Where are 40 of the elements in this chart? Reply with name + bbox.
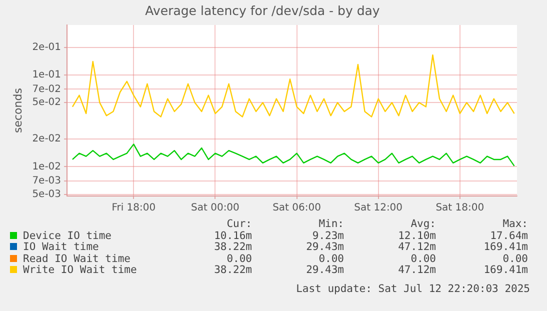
chart-title: Average latency for /dev/sda - by day (145, 2, 380, 18)
text: Min: (318, 218, 344, 230)
y-tick-label: 5e-02 (32, 97, 62, 108)
x-tick-label: Sat 12:00 (354, 202, 403, 214)
text: 169.41m (482, 264, 528, 276)
legend-label: Read IO Wait time (22, 252, 132, 265)
text: 38.22m (213, 241, 252, 254)
text: Avg: (410, 218, 436, 230)
x-tick-label: Sat 06:00 (272, 202, 321, 214)
text: 0.00 (410, 252, 436, 265)
y-tick-label: 5e-03 (32, 188, 62, 200)
text: 29.43m (305, 241, 344, 254)
text: 12.10m (397, 230, 436, 242)
x-tick-label: Fri 18:00 (112, 202, 156, 214)
y-axis-title: seconds (11, 88, 24, 133)
text: 47.12m (397, 264, 436, 276)
y-tick-label: 1e-02 (32, 161, 62, 172)
text: 9.23m (311, 230, 344, 242)
text: 169.41m (482, 241, 528, 254)
y-tick-label: 7e-02 (32, 84, 62, 95)
x-tick-label: Sat 18:00 (436, 202, 484, 214)
legend-label: Device IO time (22, 230, 113, 242)
text: 0.00 (226, 252, 252, 265)
legend-label: IO Wait time (22, 241, 100, 254)
text: 0.00 (318, 252, 344, 265)
text: 17.64m (489, 230, 528, 242)
text: 29.43m (305, 264, 344, 276)
text: Max: (502, 218, 528, 230)
text: 47.12m (397, 241, 436, 254)
text: 10.16m (213, 230, 252, 242)
text: Last update: Sat Jul 12 22:20:03 2025 (296, 283, 530, 295)
x-tick-label: Sat 00:00 (191, 202, 240, 214)
y-tick-label: 1e-01 (32, 70, 62, 81)
text: 38.22m (213, 264, 252, 276)
y-tick-label: 2e-02 (32, 134, 62, 145)
text: Cur: (226, 218, 252, 230)
legend-label: Write IO Wait time (22, 264, 138, 276)
y-tick-label: 7e-03 (32, 176, 62, 187)
y-tick-label: 2e-01 (32, 42, 62, 53)
text: 0.00 (502, 252, 528, 265)
